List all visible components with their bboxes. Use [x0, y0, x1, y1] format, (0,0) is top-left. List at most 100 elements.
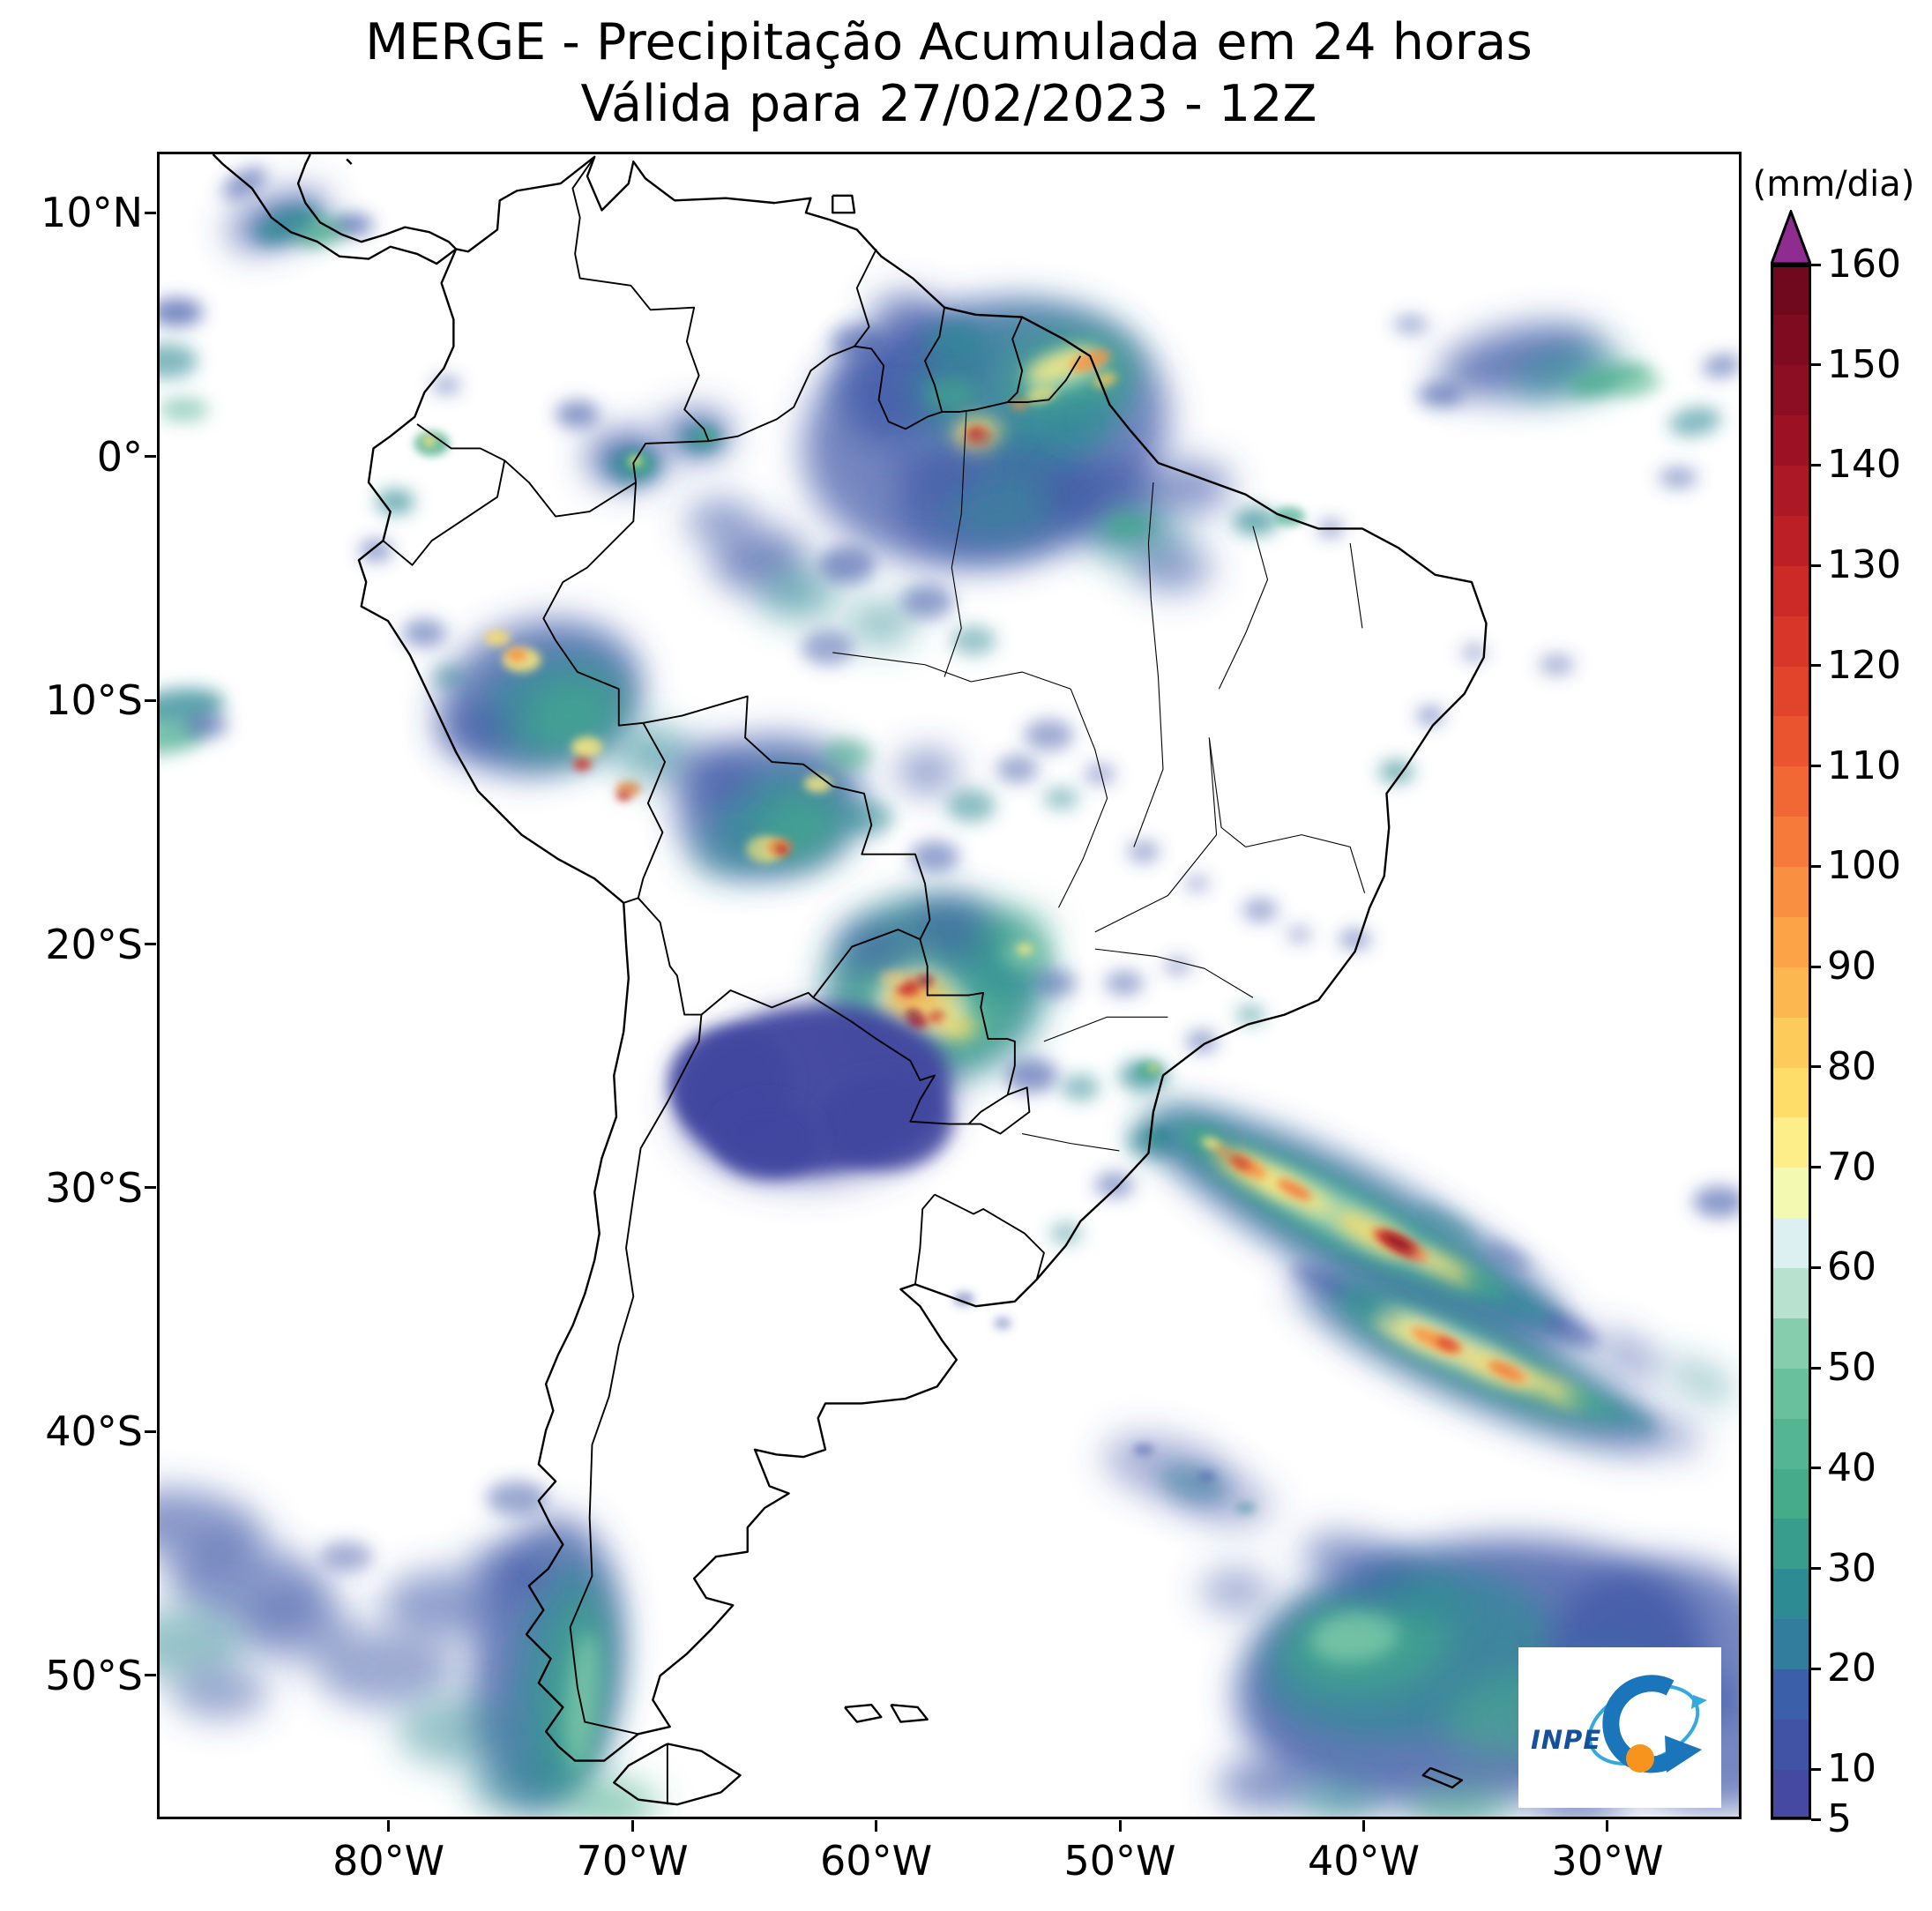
precip-blob: [923, 319, 985, 359]
precip-blob: [822, 738, 872, 771]
precip-blob: [430, 665, 466, 689]
lat-tick-label: 0°: [96, 432, 143, 481]
precip-blob: [1488, 1361, 1529, 1384]
colorbar-segment: [1771, 314, 1811, 366]
lat-tick-mark: [145, 455, 156, 459]
country-borders-layer: [382, 156, 1082, 1805]
precip-blob: [1214, 1146, 1228, 1155]
colorbar-segment: [1771, 565, 1811, 616]
precip-blob: [1459, 1269, 1508, 1299]
country-border-path: [542, 481, 644, 727]
precip-blob: [519, 679, 621, 752]
precip-blob: [1105, 970, 1144, 996]
precip-blob: [758, 567, 839, 621]
precip-blob: [1339, 929, 1371, 950]
country-border-path: [812, 997, 1009, 1125]
lat-tick-label: 10°S: [45, 676, 143, 725]
precip-blob: [564, 1632, 600, 1773]
lon-tick-label: 50°W: [1063, 1837, 1176, 1885]
country-border-path: [571, 156, 710, 442]
colorbar-segment: [1771, 414, 1811, 467]
precip-blob: [1128, 840, 1160, 862]
figure-title: MERGE - Precipitação Acumulada em 24 hor…: [0, 12, 1898, 135]
colorbar-tick-label: 30: [1827, 1545, 1876, 1591]
country-border-path: [708, 345, 855, 443]
colorbar-tick-label: 60: [1827, 1244, 1876, 1290]
precip-blob: [1543, 1312, 1600, 1349]
precip-blob: [671, 743, 751, 804]
precip-blob: [1163, 957, 1192, 975]
precip-blob: [1186, 1030, 1218, 1052]
colorbar-segment: [1771, 1618, 1811, 1669]
precip-blob: [1406, 1780, 1512, 1817]
precip-blob: [1659, 467, 1698, 489]
precip-blob: [1311, 1611, 1399, 1662]
country-border-path: [924, 307, 945, 413]
lat-tick-mark: [145, 1430, 156, 1433]
title-line-2: Válida para 27/02/2023 - 12Z: [580, 74, 1317, 133]
precip-blob: [910, 840, 959, 873]
precip-blob: [334, 213, 374, 235]
colorbar-tick-label: 70: [1827, 1144, 1876, 1190]
state-border-path: [1022, 1133, 1120, 1152]
inpe-logo: INPE: [1518, 1647, 1721, 1808]
colorbar-tick-label: 10: [1827, 1746, 1876, 1792]
precip-blob: [1539, 653, 1575, 676]
colorbar-segment: [1771, 1418, 1811, 1469]
colorbar-segment: [1771, 1217, 1811, 1269]
precip-blob: [1417, 706, 1444, 725]
colorbar-tick-label: 130: [1827, 542, 1901, 588]
precip-blob: [1232, 507, 1279, 536]
colorbar-tick-mark: [1811, 1467, 1821, 1470]
precip-blob: [484, 630, 511, 646]
map-canvas: [160, 154, 1739, 1817]
colorbar-tick-label: 160: [1827, 242, 1901, 287]
colorbar-segment: [1771, 1267, 1811, 1318]
country-border-path: [382, 460, 506, 566]
precip-blob: [1393, 315, 1428, 333]
coastline-path: [613, 1743, 742, 1806]
precip-blob: [847, 600, 915, 646]
colorbar-tick-mark: [1811, 263, 1821, 266]
precip-blob: [1133, 542, 1212, 593]
precip-blob: [573, 758, 592, 771]
state-border-path: [1349, 542, 1363, 629]
colorbar-segment: [1771, 665, 1811, 717]
precip-blob: [818, 545, 876, 585]
precip-blob: [1484, 1241, 1533, 1270]
precip-blob: [1201, 1137, 1222, 1150]
state-border-path: [1147, 481, 1154, 600]
precip-blob: [1413, 1248, 1477, 1287]
precip-blob: [507, 648, 527, 661]
lat-tick-label: 20°S: [45, 920, 143, 968]
state-border-path: [1094, 737, 1218, 933]
precip-blob: [1290, 1263, 1347, 1296]
colorbar-segment: [1771, 1769, 1811, 1820]
precip-blob: [421, 436, 436, 447]
state-border-path: [1043, 1016, 1168, 1042]
precip-blob: [486, 1481, 548, 1516]
precip-blob: [1236, 1005, 1265, 1024]
precip-blob: [837, 921, 916, 978]
coastline-path: [844, 1704, 883, 1723]
precip-blob: [1016, 944, 1033, 955]
precip-blob: [1331, 1283, 1404, 1325]
coastline-layer: [212, 154, 1488, 1806]
precip-blob: [468, 1754, 575, 1817]
country-border-path: [416, 423, 637, 518]
colorbar-tick-mark: [1811, 363, 1821, 367]
colorbar-tick-label: 110: [1827, 743, 1901, 788]
coastline-path: [832, 194, 856, 214]
colorbar-tick-mark: [1811, 1567, 1821, 1571]
colorbar-tick-label: 20: [1827, 1646, 1876, 1691]
colorbar-segment: [1771, 1116, 1811, 1168]
lon-tick-label: 80°W: [332, 1837, 445, 1885]
precip-blob: [160, 343, 198, 379]
precip-blob: [1147, 1064, 1159, 1072]
colorbar-segment: [1771, 1518, 1811, 1570]
colorbar-tick-mark: [1811, 1265, 1821, 1269]
country-border-path: [812, 929, 921, 998]
colorbar-segment: [1771, 465, 1811, 516]
precip-blob: [922, 378, 976, 411]
lon-tick-label: 40°W: [1307, 1837, 1420, 1885]
